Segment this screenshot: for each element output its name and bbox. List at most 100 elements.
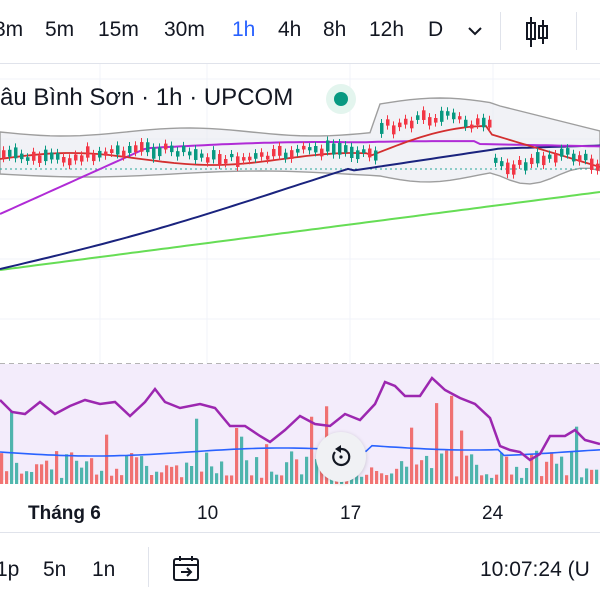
volume-bar	[380, 473, 384, 484]
calendar-goto-icon[interactable]	[172, 555, 202, 583]
candle-body	[350, 146, 354, 158]
candle-body	[272, 148, 276, 157]
candle-body	[380, 122, 384, 134]
volume-bar	[545, 461, 549, 484]
volume-bar	[230, 475, 234, 484]
volume-bar	[440, 453, 444, 484]
volume-bar	[475, 464, 479, 484]
volume-bar	[180, 477, 184, 484]
rsi-line	[0, 376, 600, 462]
candle-body	[266, 155, 270, 160]
volume-bar	[575, 426, 579, 484]
volume-bar	[595, 469, 599, 484]
candle-body	[176, 151, 180, 157]
toolbar-divider	[148, 547, 149, 587]
range-button-1p[interactable]: 1p	[0, 558, 20, 581]
candle-body	[44, 149, 48, 162]
clock-timezone[interactable]: 10:07:24 (U	[480, 558, 590, 581]
x-tick-label: Tháng 6	[28, 503, 101, 524]
volume-bar	[250, 475, 254, 484]
candle-body	[86, 146, 90, 158]
candle-body	[194, 149, 198, 160]
candle-body	[26, 157, 30, 161]
volume-bar	[185, 462, 189, 484]
range-button-1n[interactable]: 1n	[92, 558, 116, 581]
price-chart-canvas[interactable]	[0, 64, 600, 532]
candle-body	[140, 142, 144, 152]
candle-body	[122, 150, 126, 157]
timeframe-8h[interactable]: 8h	[323, 18, 347, 41]
candle-body	[482, 117, 486, 128]
volume-bar	[75, 460, 79, 484]
candle-body	[116, 145, 120, 155]
reset-chart-button[interactable]	[316, 432, 366, 482]
volume-bar	[415, 464, 419, 484]
candle-body	[404, 118, 408, 125]
volume-bar	[130, 453, 134, 484]
volume-bar	[95, 474, 99, 484]
volume-bar	[280, 475, 284, 484]
volume-bar	[210, 466, 214, 484]
candle-body	[284, 152, 288, 159]
x-tick-label: 24	[482, 503, 504, 524]
timeframe-15m[interactable]: 15m	[98, 18, 139, 41]
volume-bar	[405, 466, 409, 484]
volume-bar	[110, 475, 114, 484]
candle-body	[518, 159, 522, 165]
timeframe-30m[interactable]: 30m	[164, 18, 205, 41]
timeframe-1h[interactable]: 1h	[232, 18, 256, 41]
ma-long-line	[0, 191, 600, 271]
volume-bar	[215, 473, 219, 484]
candle-body	[2, 150, 6, 159]
volume-bar	[525, 468, 529, 484]
volume-bar	[220, 461, 224, 484]
candle-body	[8, 149, 12, 157]
candle-body	[212, 150, 216, 160]
timeframe-12h[interactable]: 12h	[369, 18, 405, 41]
candle-body	[410, 120, 414, 129]
timeframe-D[interactable]: D	[428, 18, 444, 41]
candle-body	[218, 154, 222, 165]
timeframe-3m[interactable]: 3m	[0, 18, 24, 41]
volume-bar	[160, 472, 164, 484]
volume-bar	[270, 471, 274, 484]
volume-bar	[510, 474, 514, 484]
volume-bar	[470, 454, 474, 484]
volume-bar	[430, 468, 434, 484]
candle-body	[200, 153, 204, 158]
volume-bar	[530, 453, 534, 484]
candle-body	[446, 111, 450, 116]
volume-bar	[375, 470, 379, 484]
candle-body	[596, 163, 600, 171]
candle-body	[488, 119, 492, 128]
candle-body	[80, 155, 84, 162]
candle-body	[506, 162, 510, 175]
market-status-icon[interactable]	[326, 84, 356, 114]
candlestick-icon[interactable]	[522, 14, 552, 50]
volume-bar	[255, 457, 259, 484]
volume-bar	[60, 477, 64, 484]
timeframe-5m[interactable]: 5m	[45, 18, 75, 41]
candle-body	[560, 148, 564, 157]
volume-bar	[480, 475, 484, 484]
volume-bar	[395, 468, 399, 484]
candle-body	[332, 143, 336, 155]
bollinger-bands	[0, 97, 600, 185]
candle-body	[128, 145, 132, 153]
ma-mid-line	[0, 140, 600, 215]
candle-body	[326, 140, 330, 152]
x-tick-label: 10	[197, 503, 219, 524]
volume-bar	[190, 465, 194, 484]
chevron-down-icon[interactable]	[466, 22, 484, 40]
candle-body	[476, 118, 480, 125]
volume-bar	[410, 427, 414, 484]
volume-bar	[140, 456, 144, 484]
timeframe-4h[interactable]: 4h	[278, 18, 302, 41]
volume-bar	[315, 459, 319, 484]
range-button-5n[interactable]: 5n	[43, 558, 67, 581]
candle-body	[98, 150, 102, 158]
chart-area[interactable]	[0, 64, 600, 532]
candle-body	[590, 158, 594, 170]
volume-bar	[455, 476, 459, 484]
symbol-legend[interactable]: âu Bình Sơn · 1h · UPCOM	[0, 84, 294, 111]
